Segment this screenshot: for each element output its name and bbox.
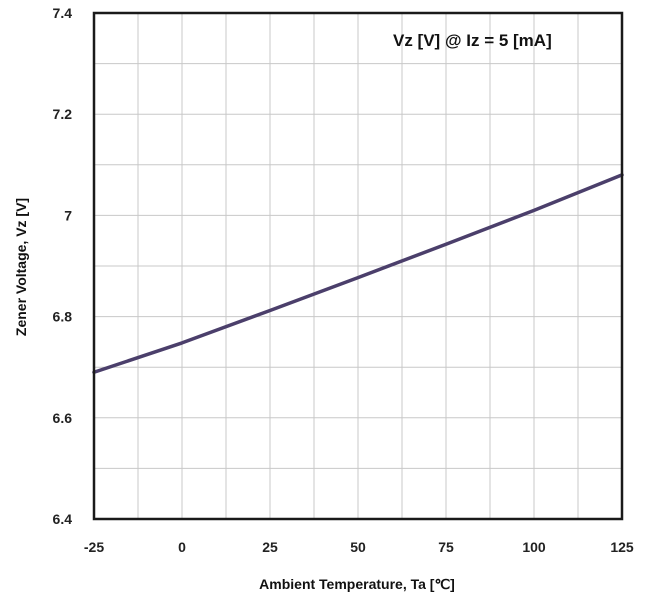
- y-tick-labels: 6.4 6.6 6.8 7 7.2 7.4: [53, 5, 73, 527]
- x-tick-label: 125: [610, 539, 634, 555]
- y-tick-label: 6.8: [53, 309, 73, 325]
- y-tick-label: 7.2: [53, 106, 73, 122]
- grid-lines: [94, 13, 622, 519]
- y-tick-label: 7: [64, 207, 72, 223]
- plot-frame: [92, 11, 624, 521]
- y-axis-title: Zener Voltage, Vz [V]: [13, 198, 29, 336]
- chart-annotation: Vz [V] @ Iz = 5 [mA]: [393, 31, 552, 50]
- y-tick-label: 6.6: [53, 410, 73, 426]
- plot-border: [92, 11, 624, 521]
- y-tick-label: 6.4: [53, 511, 73, 527]
- x-tick-label: 0: [178, 539, 186, 555]
- x-tick-label: 100: [522, 539, 546, 555]
- x-tick-label: 50: [350, 539, 366, 555]
- x-tick-label: 25: [262, 539, 278, 555]
- x-tick-labels: -25 0 25 50 75 100 125: [84, 539, 634, 555]
- x-axis-title: Ambient Temperature, Ta [℃]: [259, 576, 455, 592]
- x-tick-label: -25: [84, 539, 104, 555]
- y-tick-label: 7.4: [53, 5, 73, 21]
- x-tick-label: 75: [438, 539, 454, 555]
- series-line: [92, 173, 624, 375]
